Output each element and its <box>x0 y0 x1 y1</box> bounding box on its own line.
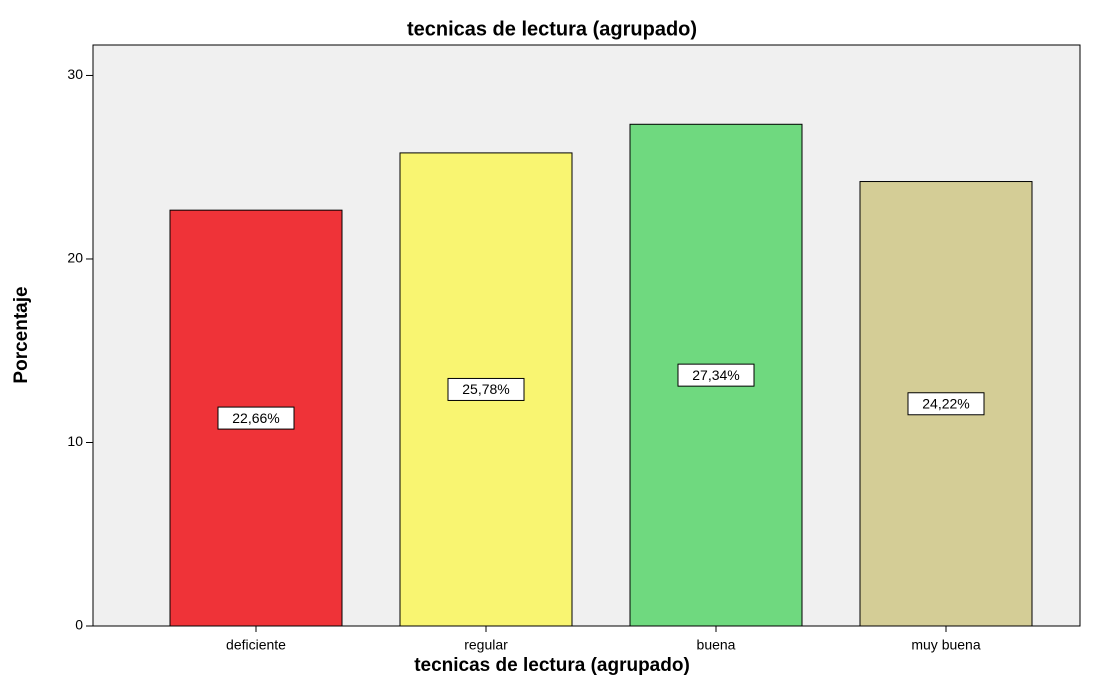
y-tick-label: 20 <box>67 250 83 266</box>
x-tick-label: regular <box>464 637 508 653</box>
y-tick-label: 10 <box>67 433 83 449</box>
value-label: 25,78% <box>462 381 509 397</box>
value-label-box <box>217 406 295 430</box>
y-axis-title: Porcentaje <box>11 286 32 383</box>
chart-title: tecnicas de lectura (agrupado) <box>407 18 697 40</box>
y-tick-label: 0 <box>75 617 83 633</box>
y-tick-label: 30 <box>67 66 83 82</box>
value-label-box <box>907 392 985 416</box>
value-label: 27,34% <box>692 367 739 383</box>
value-label-box <box>677 363 755 387</box>
x-tick-label: deficiente <box>226 637 286 653</box>
x-axis-title: tecnicas de lectura (agrupado) <box>414 655 690 676</box>
x-tick-label: buena <box>697 637 736 653</box>
x-tick-label: muy buena <box>911 637 980 653</box>
value-label-box <box>447 377 525 401</box>
value-label: 24,22% <box>922 395 969 411</box>
value-label: 22,66% <box>232 410 279 426</box>
